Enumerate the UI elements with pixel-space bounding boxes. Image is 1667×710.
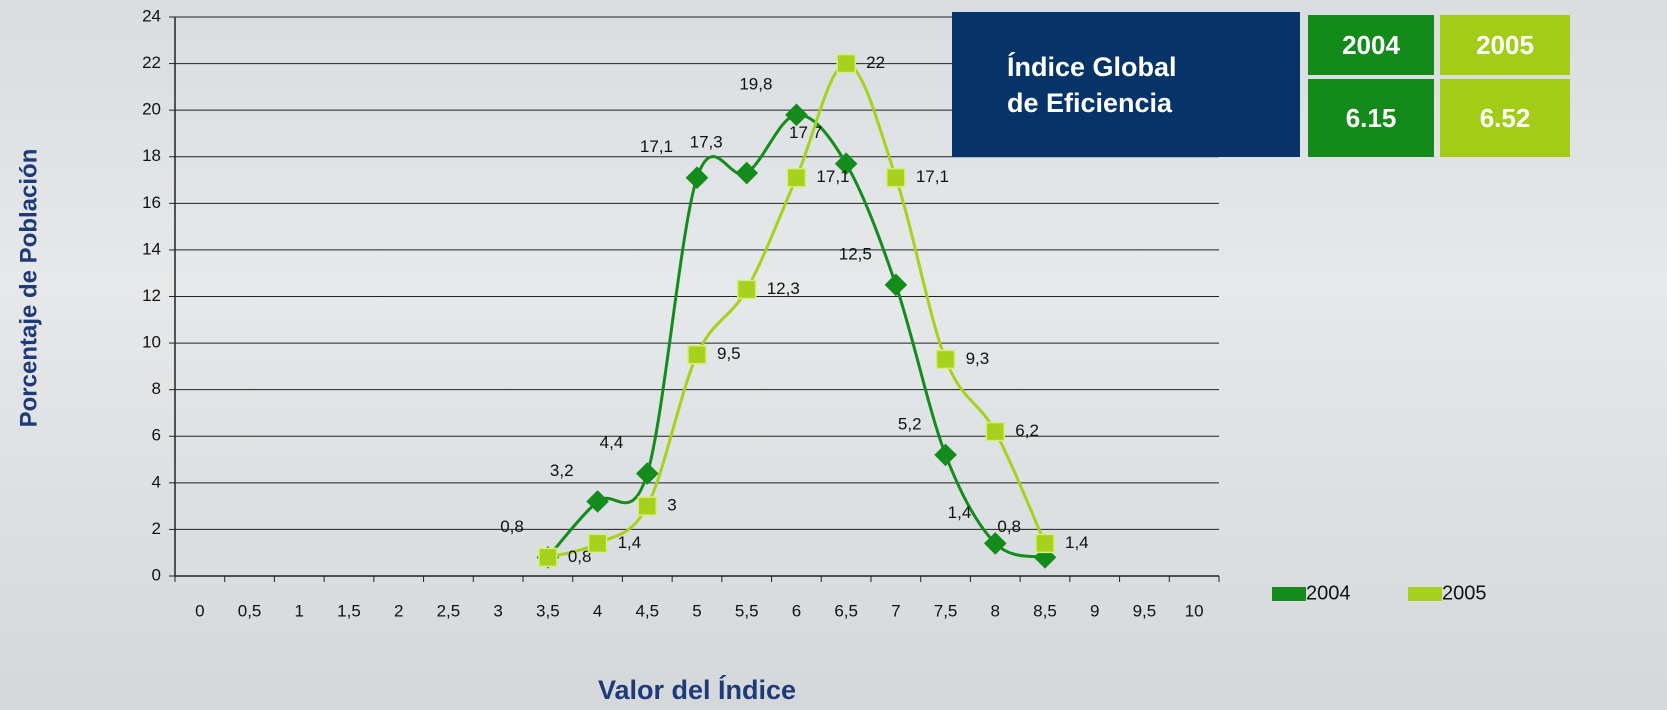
x-tick-label: 8,5 bbox=[1033, 601, 1057, 620]
y-tick-label: 16 bbox=[142, 193, 161, 212]
table-cell: 6.52 bbox=[1440, 79, 1570, 157]
marker bbox=[738, 281, 756, 299]
data-label: 9,5 bbox=[717, 344, 741, 363]
marker bbox=[937, 350, 955, 368]
data-label: 9,3 bbox=[966, 349, 990, 368]
marker bbox=[539, 548, 557, 566]
data-label: 0,8 bbox=[500, 517, 524, 536]
y-tick-label: 0 bbox=[152, 565, 161, 584]
marker bbox=[934, 444, 957, 467]
x-tick-label: 3,5 bbox=[536, 601, 560, 620]
page: Porcentaje de Población Valor del Índice… bbox=[0, 0, 1667, 710]
y-axis-title: Porcentaje de Población bbox=[15, 149, 42, 428]
data-label: 3 bbox=[667, 496, 676, 515]
x-tick-label: 8 bbox=[991, 601, 1000, 620]
y-tick-label: 2 bbox=[152, 519, 161, 538]
table-header: Índice Global de Eficiencia bbox=[952, 12, 1300, 157]
x-tick-label: 9 bbox=[1090, 601, 1099, 620]
data-label: 6,2 bbox=[1015, 421, 1039, 440]
x-tick-label: 5,5 bbox=[735, 601, 759, 620]
data-label: 17,3 bbox=[690, 133, 723, 152]
x-tick-label: 3 bbox=[493, 601, 502, 620]
data-label: 4,4 bbox=[600, 433, 624, 452]
marker bbox=[885, 274, 908, 297]
marker bbox=[636, 462, 659, 485]
data-label: 5,2 bbox=[898, 414, 922, 433]
marker bbox=[787, 169, 805, 187]
x-tick-label: 5 bbox=[692, 601, 701, 620]
table-cell: 6.15 bbox=[1308, 79, 1434, 157]
marker bbox=[688, 346, 706, 364]
x-tick-label: 1,5 bbox=[337, 601, 361, 620]
legend-swatch bbox=[1408, 587, 1442, 601]
x-tick-label: 2,5 bbox=[437, 601, 461, 620]
y-tick-label: 12 bbox=[142, 286, 161, 305]
legend-label: 2004 bbox=[1306, 582, 1351, 604]
data-label: 17,1 bbox=[816, 167, 849, 186]
x-tick-label: 4,5 bbox=[635, 601, 659, 620]
x-tick-label: 7,5 bbox=[934, 601, 958, 620]
marker bbox=[1036, 534, 1054, 552]
y-tick-label: 4 bbox=[152, 472, 161, 491]
y-tick-label: 24 bbox=[142, 6, 161, 25]
data-label: 1,4 bbox=[948, 503, 972, 522]
column-header: 2005 bbox=[1440, 15, 1570, 75]
y-tick-label: 20 bbox=[142, 100, 161, 119]
x-tick-label: 6 bbox=[792, 601, 801, 620]
data-label: 12,3 bbox=[767, 279, 800, 298]
x-tick-label: 1 bbox=[295, 601, 304, 620]
data-label: 17,1 bbox=[916, 167, 949, 186]
data-label: 0,8 bbox=[997, 517, 1021, 536]
data-label: 17,1 bbox=[640, 137, 673, 156]
y-tick-label: 18 bbox=[142, 146, 161, 165]
legend-swatch bbox=[1272, 587, 1306, 601]
y-tick-label: 6 bbox=[152, 426, 161, 445]
data-label: 3,2 bbox=[550, 461, 574, 480]
marker bbox=[686, 166, 709, 189]
x-tick-label: 7 bbox=[891, 601, 900, 620]
data-label: 12,5 bbox=[839, 244, 872, 263]
marker bbox=[887, 169, 905, 187]
data-label: 1,4 bbox=[1065, 533, 1089, 552]
column-header: 2004 bbox=[1308, 15, 1434, 75]
header-line: de Eficiencia bbox=[1007, 85, 1172, 121]
x-tick-label: 4 bbox=[593, 601, 602, 620]
data-label: 22 bbox=[866, 53, 885, 72]
data-label: 17,7 bbox=[789, 123, 822, 142]
marker bbox=[986, 423, 1004, 441]
x-tick-label: 9,5 bbox=[1133, 601, 1157, 620]
x-axis-title: Valor del Índice bbox=[598, 674, 796, 705]
y-tick-label: 8 bbox=[152, 379, 161, 398]
x-tick-label: 10 bbox=[1185, 601, 1204, 620]
marker bbox=[589, 534, 607, 552]
y-tick-label: 14 bbox=[142, 239, 161, 258]
x-tick-label: 2 bbox=[394, 601, 403, 620]
header-line: Índice Global bbox=[1007, 49, 1177, 85]
data-label: 19,8 bbox=[739, 74, 772, 93]
y-tick-label: 22 bbox=[142, 53, 161, 72]
x-tick-label: 0,5 bbox=[238, 601, 262, 620]
x-tick-label: 0 bbox=[195, 601, 204, 620]
marker bbox=[837, 55, 855, 73]
data-label: 1,4 bbox=[618, 533, 642, 552]
marker bbox=[638, 497, 656, 515]
y-tick-label: 10 bbox=[142, 333, 161, 352]
legend-label: 2005 bbox=[1442, 582, 1487, 604]
x-tick-label: 6,5 bbox=[834, 601, 858, 620]
